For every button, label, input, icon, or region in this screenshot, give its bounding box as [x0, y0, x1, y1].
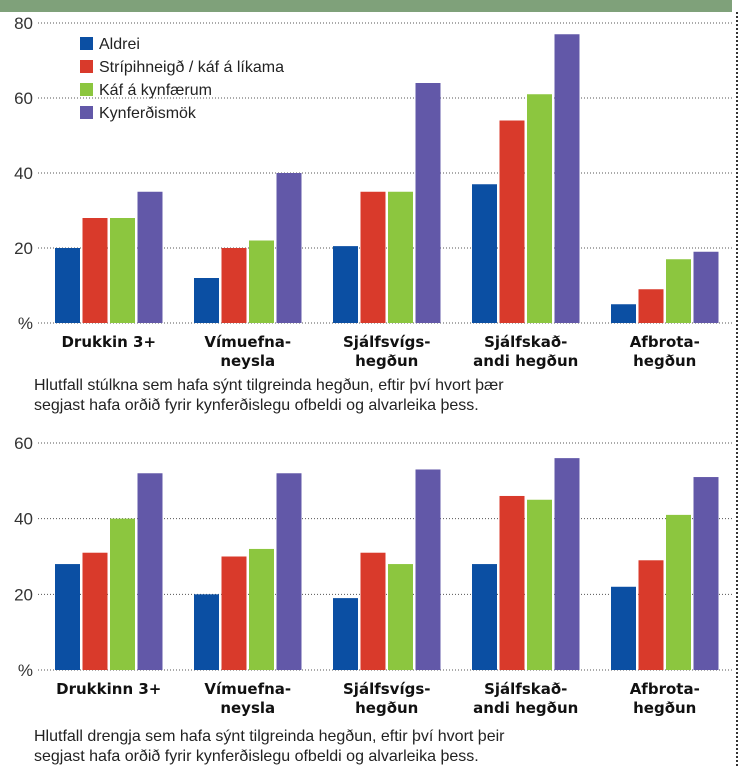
- chart-2-bar: [333, 598, 358, 670]
- chart-2-category-label: Sjálfskað-: [484, 680, 567, 698]
- chart-2-bar: [110, 518, 135, 670]
- chart-1-category-label: Vímuefna-: [204, 333, 291, 351]
- chart-2-bar: [554, 458, 580, 670]
- chart-1-bar: [82, 218, 108, 323]
- chart-2-caption-line-1: Hlutfall drengja sem hafa sýnt tilgreind…: [34, 728, 505, 745]
- chart-1-bar: [137, 191, 163, 323]
- legend-swatch: [80, 106, 93, 119]
- chart-2-y-tick-label: 40: [14, 510, 33, 529]
- chart-2-bar: [194, 594, 219, 670]
- chart-1-category-label: andi hegðun: [473, 352, 578, 370]
- chart-1-bar: [110, 218, 135, 323]
- chart-1-bar: [415, 83, 441, 323]
- chart-1-bar: [554, 34, 580, 323]
- chart-1-category-label: Sjálfskað-: [484, 333, 567, 351]
- chart-1-category-label: Drukkin 3+: [61, 333, 156, 351]
- chart-2-bar: [666, 514, 691, 670]
- chart-2-bar: [527, 499, 552, 670]
- legend-swatch: [80, 37, 93, 50]
- chart-2-bar: [693, 477, 719, 670]
- chart-2-category-label: hegðun: [355, 699, 418, 717]
- chart-1-bar: [693, 251, 719, 323]
- chart-2-bar: [611, 586, 636, 670]
- chart-2-category-label: Afbrota-: [630, 680, 700, 698]
- chart-1-bar: [611, 304, 636, 323]
- chart-2-category-label: Drukkinn 3+: [56, 680, 161, 698]
- chart-2-bar: [55, 564, 80, 670]
- chart-2-category-label: Sjálfsvígs-: [343, 680, 430, 698]
- chart-1-bar: [472, 184, 497, 323]
- chart-2-y-tick-label: %: [18, 661, 33, 680]
- chart-2-bar: [82, 552, 108, 670]
- chart-1-bar: [638, 289, 664, 323]
- chart-1-y-tick-label: 20: [14, 239, 33, 258]
- chart-2-bar: [415, 469, 441, 670]
- header-bar: [0, 0, 732, 12]
- chart-2-bar: [221, 556, 247, 670]
- chart-1-caption: Hlutfall stúlkna sem hafa sýnt tilgreind…: [34, 376, 594, 416]
- chart-2-caption-line-2: segjast hafa orðið fyrir kynferðislegu o…: [34, 748, 479, 765]
- chart-1-category-label: hegðun: [355, 352, 418, 370]
- chart-1-category-label: Afbrota-: [630, 333, 700, 351]
- chart-2-bar: [360, 552, 386, 670]
- chart-1-bar: [666, 259, 691, 323]
- chart-1-bar: [55, 248, 80, 323]
- legend-label: Strípihneigð / káf á líkama: [99, 59, 284, 76]
- chart-1-caption-line-1: Hlutfall stúlkna sem hafa sýnt tilgreind…: [34, 377, 504, 394]
- chart-1-y-tick-label: 40: [14, 164, 33, 183]
- chart-2-bar: [499, 495, 525, 670]
- chart-2-y-tick-label: 20: [14, 585, 33, 604]
- chart-1-category-label: neysla: [220, 352, 275, 370]
- legend-label: Káf á kynfærum: [99, 82, 212, 99]
- chart-1-bar: [276, 173, 302, 323]
- chart-1-y-tick-label: 60: [14, 89, 33, 108]
- chart-2-bar: [388, 564, 413, 670]
- legend-swatch: [80, 60, 93, 73]
- chart-2-bar: [137, 473, 163, 670]
- legend-swatch: [80, 83, 93, 96]
- chart-1-caption-line-2: segjast hafa orðið fyrir kynferðislegu o…: [34, 397, 479, 414]
- chart-1-category-label: hegðun: [633, 352, 696, 370]
- chart-2-category-label: neysla: [220, 699, 275, 717]
- chart-1-bar: [333, 246, 358, 323]
- chart-2-bar: [276, 473, 302, 670]
- chart-1-bar: [499, 120, 525, 323]
- chart-1-bar: [221, 248, 247, 323]
- chart-1-y-tick-label: %: [18, 314, 33, 333]
- chart-1-bar: [249, 240, 274, 323]
- legend-label: Kynferðismök: [99, 105, 197, 122]
- chart-1-bar: [527, 94, 552, 323]
- chart-2-bar: [249, 548, 274, 670]
- chart-1-bar: [194, 278, 219, 323]
- chart-1-y-tick-label: 80: [14, 14, 33, 33]
- chart-2-bar: [472, 564, 497, 670]
- dotted-border: [736, 12, 738, 766]
- chart-2-caption: Hlutfall drengja sem hafa sýnt tilgreind…: [34, 727, 594, 767]
- chart-2-category-label: hegðun: [633, 699, 696, 717]
- chart-2-category-label: andi hegðun: [473, 699, 578, 717]
- chart-1-bar: [388, 191, 413, 323]
- chart-1-bar: [360, 191, 386, 323]
- legend-label: Aldrei: [99, 36, 140, 53]
- chart-2-y-tick-label: 60: [14, 434, 33, 453]
- chart-2-category-label: Vímuefna-: [204, 680, 291, 698]
- chart-2-bar: [638, 560, 664, 670]
- chart-1-category-label: Sjálfsvígs-: [343, 333, 430, 351]
